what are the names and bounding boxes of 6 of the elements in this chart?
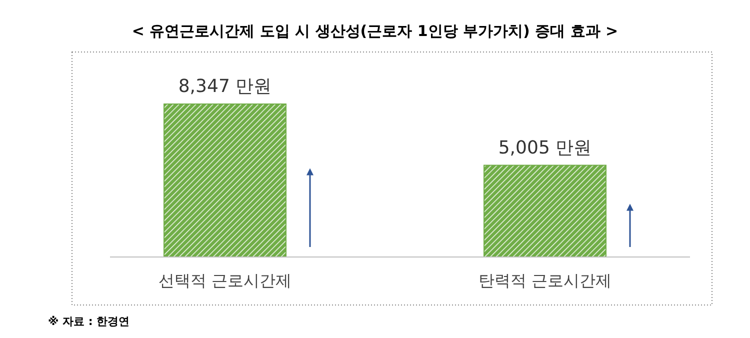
x-tick-label: 선택적 근로시간제 [158,271,292,290]
x-tick-label: 탄력적 근로시간제 [478,271,612,290]
text: ※ 자료 : 한경연 [48,315,130,328]
data-label: 5,005 만원 [498,137,592,158]
data-label: 8,347 만원 [178,76,272,97]
chart-title: < 유연근로시간제 도입 시 생산성(근로자 1인당 부가가치) 증대 효과 > [132,22,618,40]
